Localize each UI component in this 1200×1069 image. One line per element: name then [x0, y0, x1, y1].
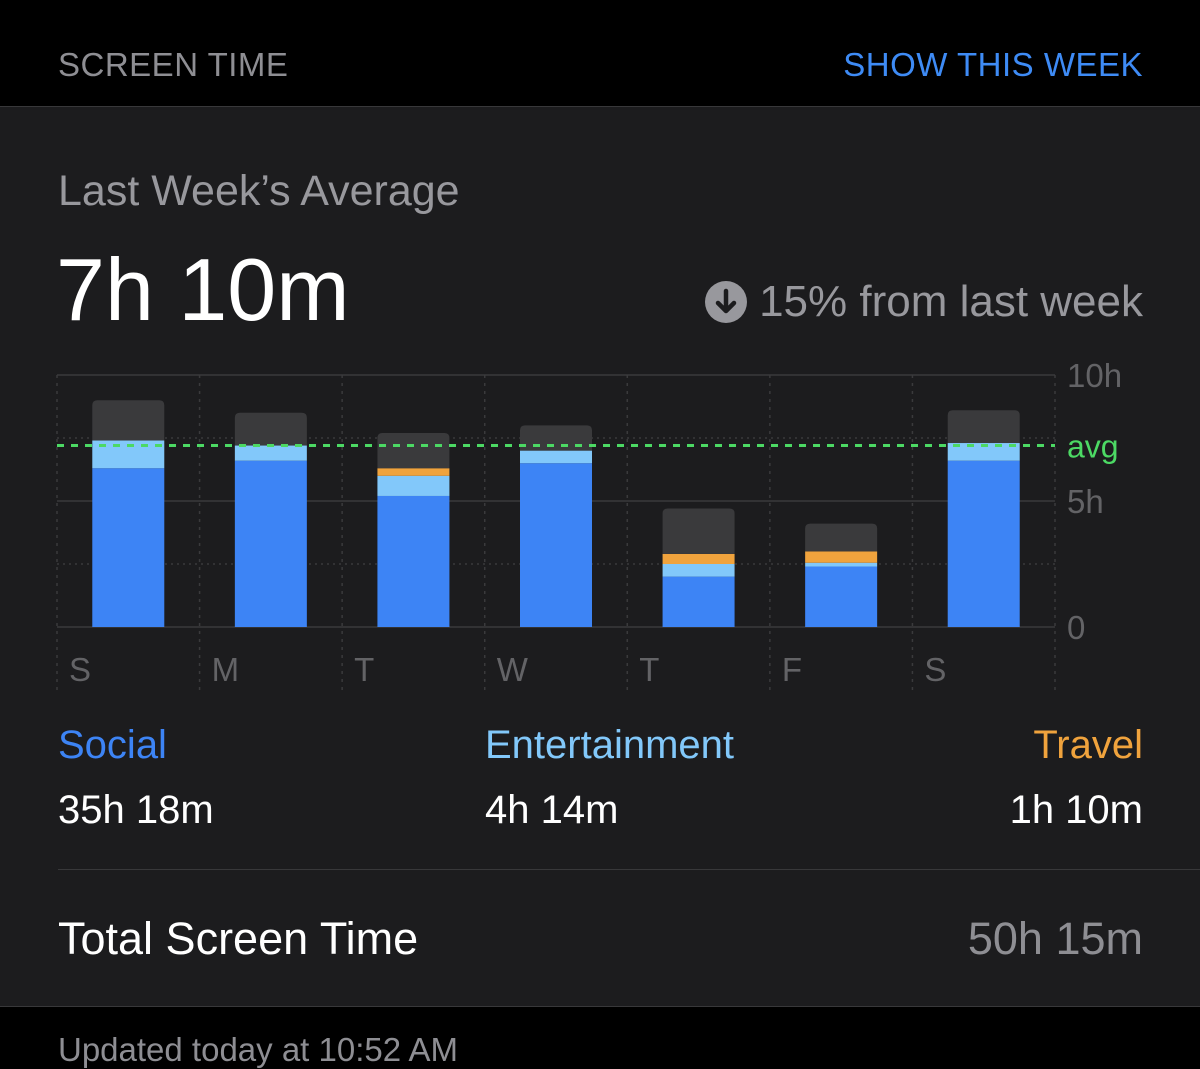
bar-segment-entertainment [377, 475, 450, 496]
bar-segment-entertainment [520, 450, 592, 464]
legend-entertainment[interactable]: Entertainment 4h 14m [485, 723, 734, 833]
total-value: 50h 15m [967, 913, 1143, 964]
bar-segment-social [92, 468, 165, 627]
bar-segment-other [662, 508, 735, 554]
bar-segment-social [662, 576, 735, 627]
screen-time-card: Last Week’s Average 7h 10m 15% from last… [0, 106, 1200, 1006]
total-label: Total Screen Time [58, 913, 419, 964]
bar-segment-social [947, 460, 1020, 627]
bar-segment-social [234, 460, 307, 627]
bar-segment-other [234, 412, 307, 446]
arrow-down-circle-icon [705, 281, 748, 323]
bar-segment-travel [805, 551, 878, 563]
screen-time-header: SCREEN TIME SHOW THIS WEEK [0, 0, 1200, 106]
legend-entertainment-value: 4h 14m [485, 788, 619, 832]
bar-segment-other [805, 523, 878, 552]
day-label: W [497, 651, 529, 688]
show-this-week-button[interactable]: SHOW THIS WEEK [843, 46, 1143, 83]
bar-segment-entertainment [947, 443, 1020, 461]
bar-segment-social [520, 463, 592, 627]
divider [58, 869, 1200, 870]
footer: Updated today at 10:52 AM [0, 1006, 1200, 1068]
bar-segment-social [377, 495, 450, 627]
average-line-label: avg [1067, 429, 1119, 465]
day-label: S [69, 651, 91, 688]
section-title: SCREEN TIME [58, 46, 289, 83]
bar-segment-entertainment [662, 564, 735, 577]
day-label: S [924, 651, 946, 688]
day-label: M [212, 651, 240, 688]
y-tick-label: 5h [1067, 483, 1104, 520]
bar-segment-other [377, 432, 450, 469]
bar-segment-travel [662, 553, 735, 564]
average-value: 7h 10m [56, 240, 350, 339]
legend-social[interactable]: Social 35h 18m [58, 723, 214, 833]
legend-social-name: Social [58, 723, 167, 767]
day-label: F [782, 651, 802, 688]
legend-travel-name: Travel [1033, 723, 1143, 767]
legend-entertainment-name: Entertainment [485, 723, 735, 767]
bar-segment-travel [377, 468, 450, 476]
legend-social-value: 35h 18m [58, 788, 214, 832]
total-screen-time-row[interactable]: Total Screen Time 50h 15m [58, 913, 1143, 965]
updated-timestamp: Updated today at 10:52 AM [58, 1031, 458, 1068]
change-indicator: 15% from last week [705, 277, 1143, 327]
legend-travel[interactable]: Travel 1h 10m [1010, 723, 1143, 833]
y-tick-label: 10h [1067, 357, 1122, 394]
bar-segment-other [947, 410, 1020, 444]
bar-segment-other [92, 400, 165, 441]
day-label: T [354, 651, 374, 688]
change-text: 15% from last week [759, 277, 1143, 326]
bar-segment-entertainment [805, 562, 878, 567]
bar-segment-entertainment [234, 445, 307, 461]
legend-travel-value: 1h 10m [1009, 788, 1143, 832]
bar-segment-social [805, 566, 878, 627]
y-tick-label: 0 [1067, 609, 1085, 646]
day-label: T [639, 651, 659, 688]
average-label: Last Week’s Average [58, 167, 460, 215]
